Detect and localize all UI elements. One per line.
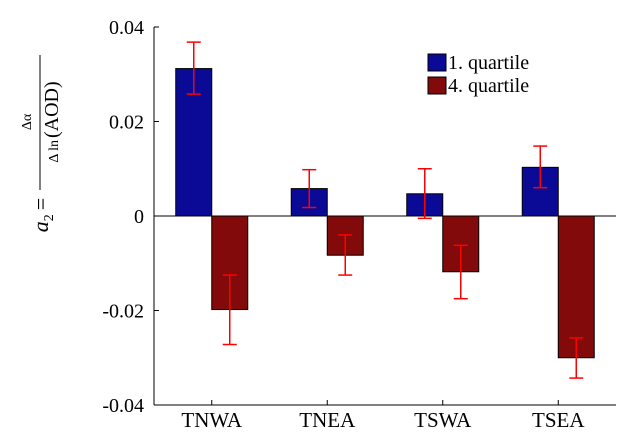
x-category-label: TSWA (414, 408, 472, 432)
svg-text:a2=: a2 = (28, 198, 57, 232)
y-tick-label: 0.04 (109, 17, 144, 39)
y-tick-label: -0.02 (102, 301, 144, 323)
y-tick-label: -0.04 (102, 395, 144, 417)
y-label-denominator-arg: (AOD) (41, 81, 63, 138)
bar-tsea-series-2 (557, 215, 595, 359)
svg-text:Δ ln(AOD): Δ ln (AOD) (41, 81, 63, 162)
y-tick-label: 0.02 (109, 112, 144, 134)
y-label-variable: a (28, 221, 53, 232)
x-category-label: TNEA (299, 408, 356, 432)
x-category-label: TNWA (181, 408, 242, 432)
legend-swatch-1 (427, 53, 447, 72)
legend-swatch-2 (427, 76, 447, 95)
y-label-numerator: Δα (20, 113, 35, 130)
y-axis-label: a2 = Δα Δ ln (AOD) (20, 55, 63, 232)
legend-label-2: 4. quartile (448, 75, 529, 97)
y-label-subscript: 2 (42, 214, 57, 221)
y-label-denominator-op: Δ ln (47, 140, 62, 163)
y-tick-label: 0 (134, 206, 144, 228)
legend-label-1: 1. quartile (448, 52, 529, 74)
x-category-label: TSEA (532, 408, 585, 432)
y-label-equals: = (28, 198, 53, 210)
